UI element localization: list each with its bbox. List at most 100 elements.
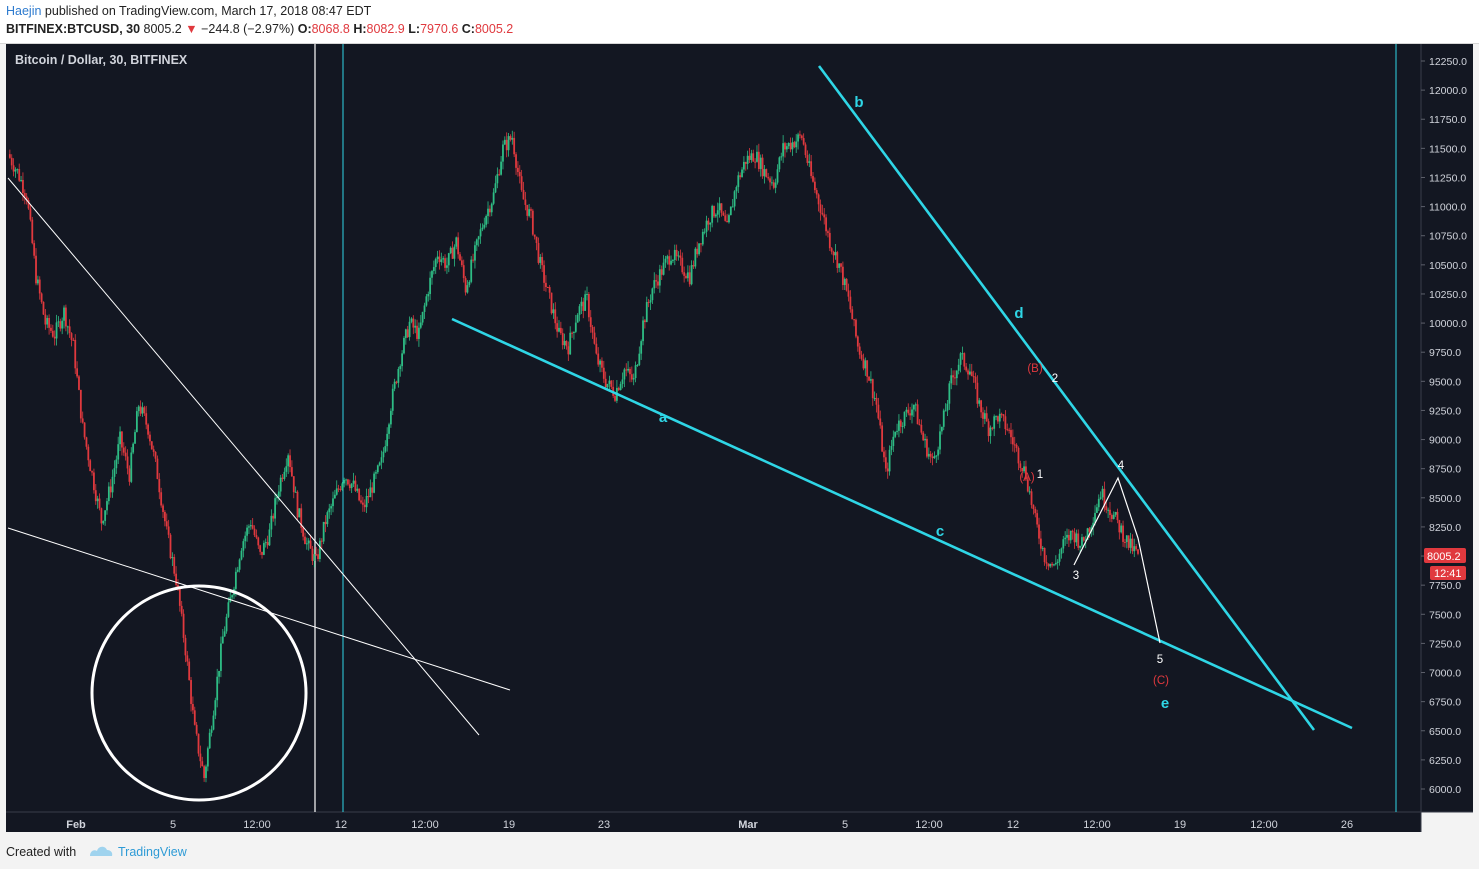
candle-body bbox=[98, 498, 101, 509]
candle-body bbox=[472, 259, 474, 261]
candle-body bbox=[74, 339, 77, 369]
candle-body bbox=[963, 353, 966, 367]
candle-body bbox=[587, 293, 590, 318]
candle-body bbox=[367, 496, 370, 498]
cyan-trendlines[interactable] bbox=[451, 65, 1353, 731]
candle-body bbox=[1112, 514, 1115, 519]
candle-body bbox=[1086, 528, 1089, 540]
x-tick-label: 5 bbox=[842, 819, 848, 831]
highlight-circle[interactable] bbox=[90, 584, 308, 802]
y-tick-label: 8250.0 bbox=[1429, 522, 1461, 534]
candle-body bbox=[584, 294, 587, 311]
candle-body bbox=[292, 476, 295, 493]
candle-body bbox=[40, 293, 43, 302]
candle-body bbox=[388, 424, 390, 434]
open-label: O: bbox=[297, 22, 312, 36]
candle-body bbox=[841, 266, 844, 286]
candle-body bbox=[660, 269, 663, 275]
candle-body bbox=[371, 487, 374, 493]
candle-body bbox=[29, 208, 32, 220]
candle-body bbox=[283, 471, 286, 479]
candle-body bbox=[14, 169, 17, 172]
y-tick-label: 6500.0 bbox=[1429, 726, 1461, 738]
candle-body bbox=[567, 346, 570, 355]
candle-body bbox=[474, 245, 476, 261]
price-axis[interactable] bbox=[1421, 44, 1473, 812]
candle-body bbox=[1092, 522, 1095, 528]
candle-body bbox=[899, 420, 902, 427]
candle-body bbox=[1043, 547, 1046, 563]
countdown-label: 12:41 bbox=[1434, 568, 1462, 580]
price-chart[interactable]: 12250.012000.011750.011500.011250.011000… bbox=[0, 44, 1479, 836]
candle-body bbox=[111, 476, 114, 493]
candle-body bbox=[729, 206, 732, 216]
cyan-trendline[interactable] bbox=[817, 65, 1316, 731]
candle-body bbox=[933, 456, 936, 459]
candle-body bbox=[457, 237, 460, 255]
wave-projection-path[interactable] bbox=[1073, 476, 1161, 644]
candle-body bbox=[468, 281, 471, 286]
candle-body bbox=[18, 169, 21, 181]
candle-body bbox=[380, 457, 383, 463]
candle-body bbox=[935, 455, 938, 457]
candle-body bbox=[862, 358, 865, 369]
candle-body bbox=[483, 224, 486, 228]
candle-body bbox=[606, 383, 609, 388]
wave-label: b bbox=[854, 94, 863, 111]
candle-body bbox=[1038, 524, 1040, 539]
candle-body bbox=[856, 336, 859, 347]
candle-body bbox=[25, 196, 28, 201]
candle-body bbox=[920, 424, 923, 433]
tradingview-link[interactable]: TradingView bbox=[118, 845, 187, 859]
candle-body bbox=[774, 182, 777, 188]
candle-body bbox=[1120, 525, 1123, 533]
candle-body bbox=[804, 144, 807, 156]
wave-label: 4 bbox=[1118, 460, 1125, 472]
x-tick-label: 23 bbox=[598, 819, 610, 831]
candle-body bbox=[1129, 538, 1132, 548]
candle-body bbox=[135, 411, 138, 433]
footer: Created with TradingView bbox=[0, 836, 1479, 869]
candle-body bbox=[1116, 511, 1119, 521]
white-trendline[interactable] bbox=[7, 177, 480, 736]
candle-body bbox=[894, 431, 897, 437]
author-link[interactable]: Haejin bbox=[6, 4, 42, 18]
white-trendline[interactable] bbox=[7, 527, 511, 691]
candle-body bbox=[1096, 507, 1098, 513]
candle-body bbox=[1075, 533, 1078, 543]
candle-body bbox=[1069, 530, 1072, 541]
candle-body bbox=[490, 203, 493, 213]
cyan-trendline[interactable] bbox=[451, 317, 1353, 730]
candle-body bbox=[987, 421, 990, 437]
candle-body bbox=[1066, 534, 1068, 538]
candle-body bbox=[264, 542, 267, 544]
candle-body bbox=[692, 265, 695, 267]
candle-body bbox=[662, 262, 665, 275]
candle-body bbox=[858, 346, 861, 355]
candle-body bbox=[1032, 504, 1035, 510]
candle-body bbox=[485, 216, 488, 225]
candle-body bbox=[552, 309, 555, 314]
candle-body bbox=[205, 766, 207, 778]
candle-body bbox=[365, 496, 368, 508]
candle-body bbox=[1023, 466, 1025, 472]
candle-body bbox=[737, 175, 740, 188]
time-axis[interactable] bbox=[6, 812, 1421, 832]
white-trendlines[interactable] bbox=[7, 177, 511, 736]
candle-body bbox=[470, 259, 473, 282]
candle-body bbox=[163, 511, 166, 522]
candle-body bbox=[711, 205, 714, 223]
candle-body bbox=[640, 341, 643, 354]
candle-body bbox=[698, 243, 700, 255]
candle-body bbox=[109, 486, 112, 493]
candle-body bbox=[795, 141, 798, 148]
candle-body bbox=[954, 377, 956, 379]
candle-body bbox=[832, 251, 835, 256]
candle-body bbox=[985, 413, 988, 422]
candle-body bbox=[1019, 463, 1022, 468]
candle-body bbox=[1097, 498, 1100, 508]
y-tick-label: 7000.0 bbox=[1429, 668, 1461, 680]
candle-body bbox=[361, 502, 364, 505]
wave-label: (B) bbox=[1027, 363, 1043, 375]
candle-body bbox=[272, 515, 275, 519]
